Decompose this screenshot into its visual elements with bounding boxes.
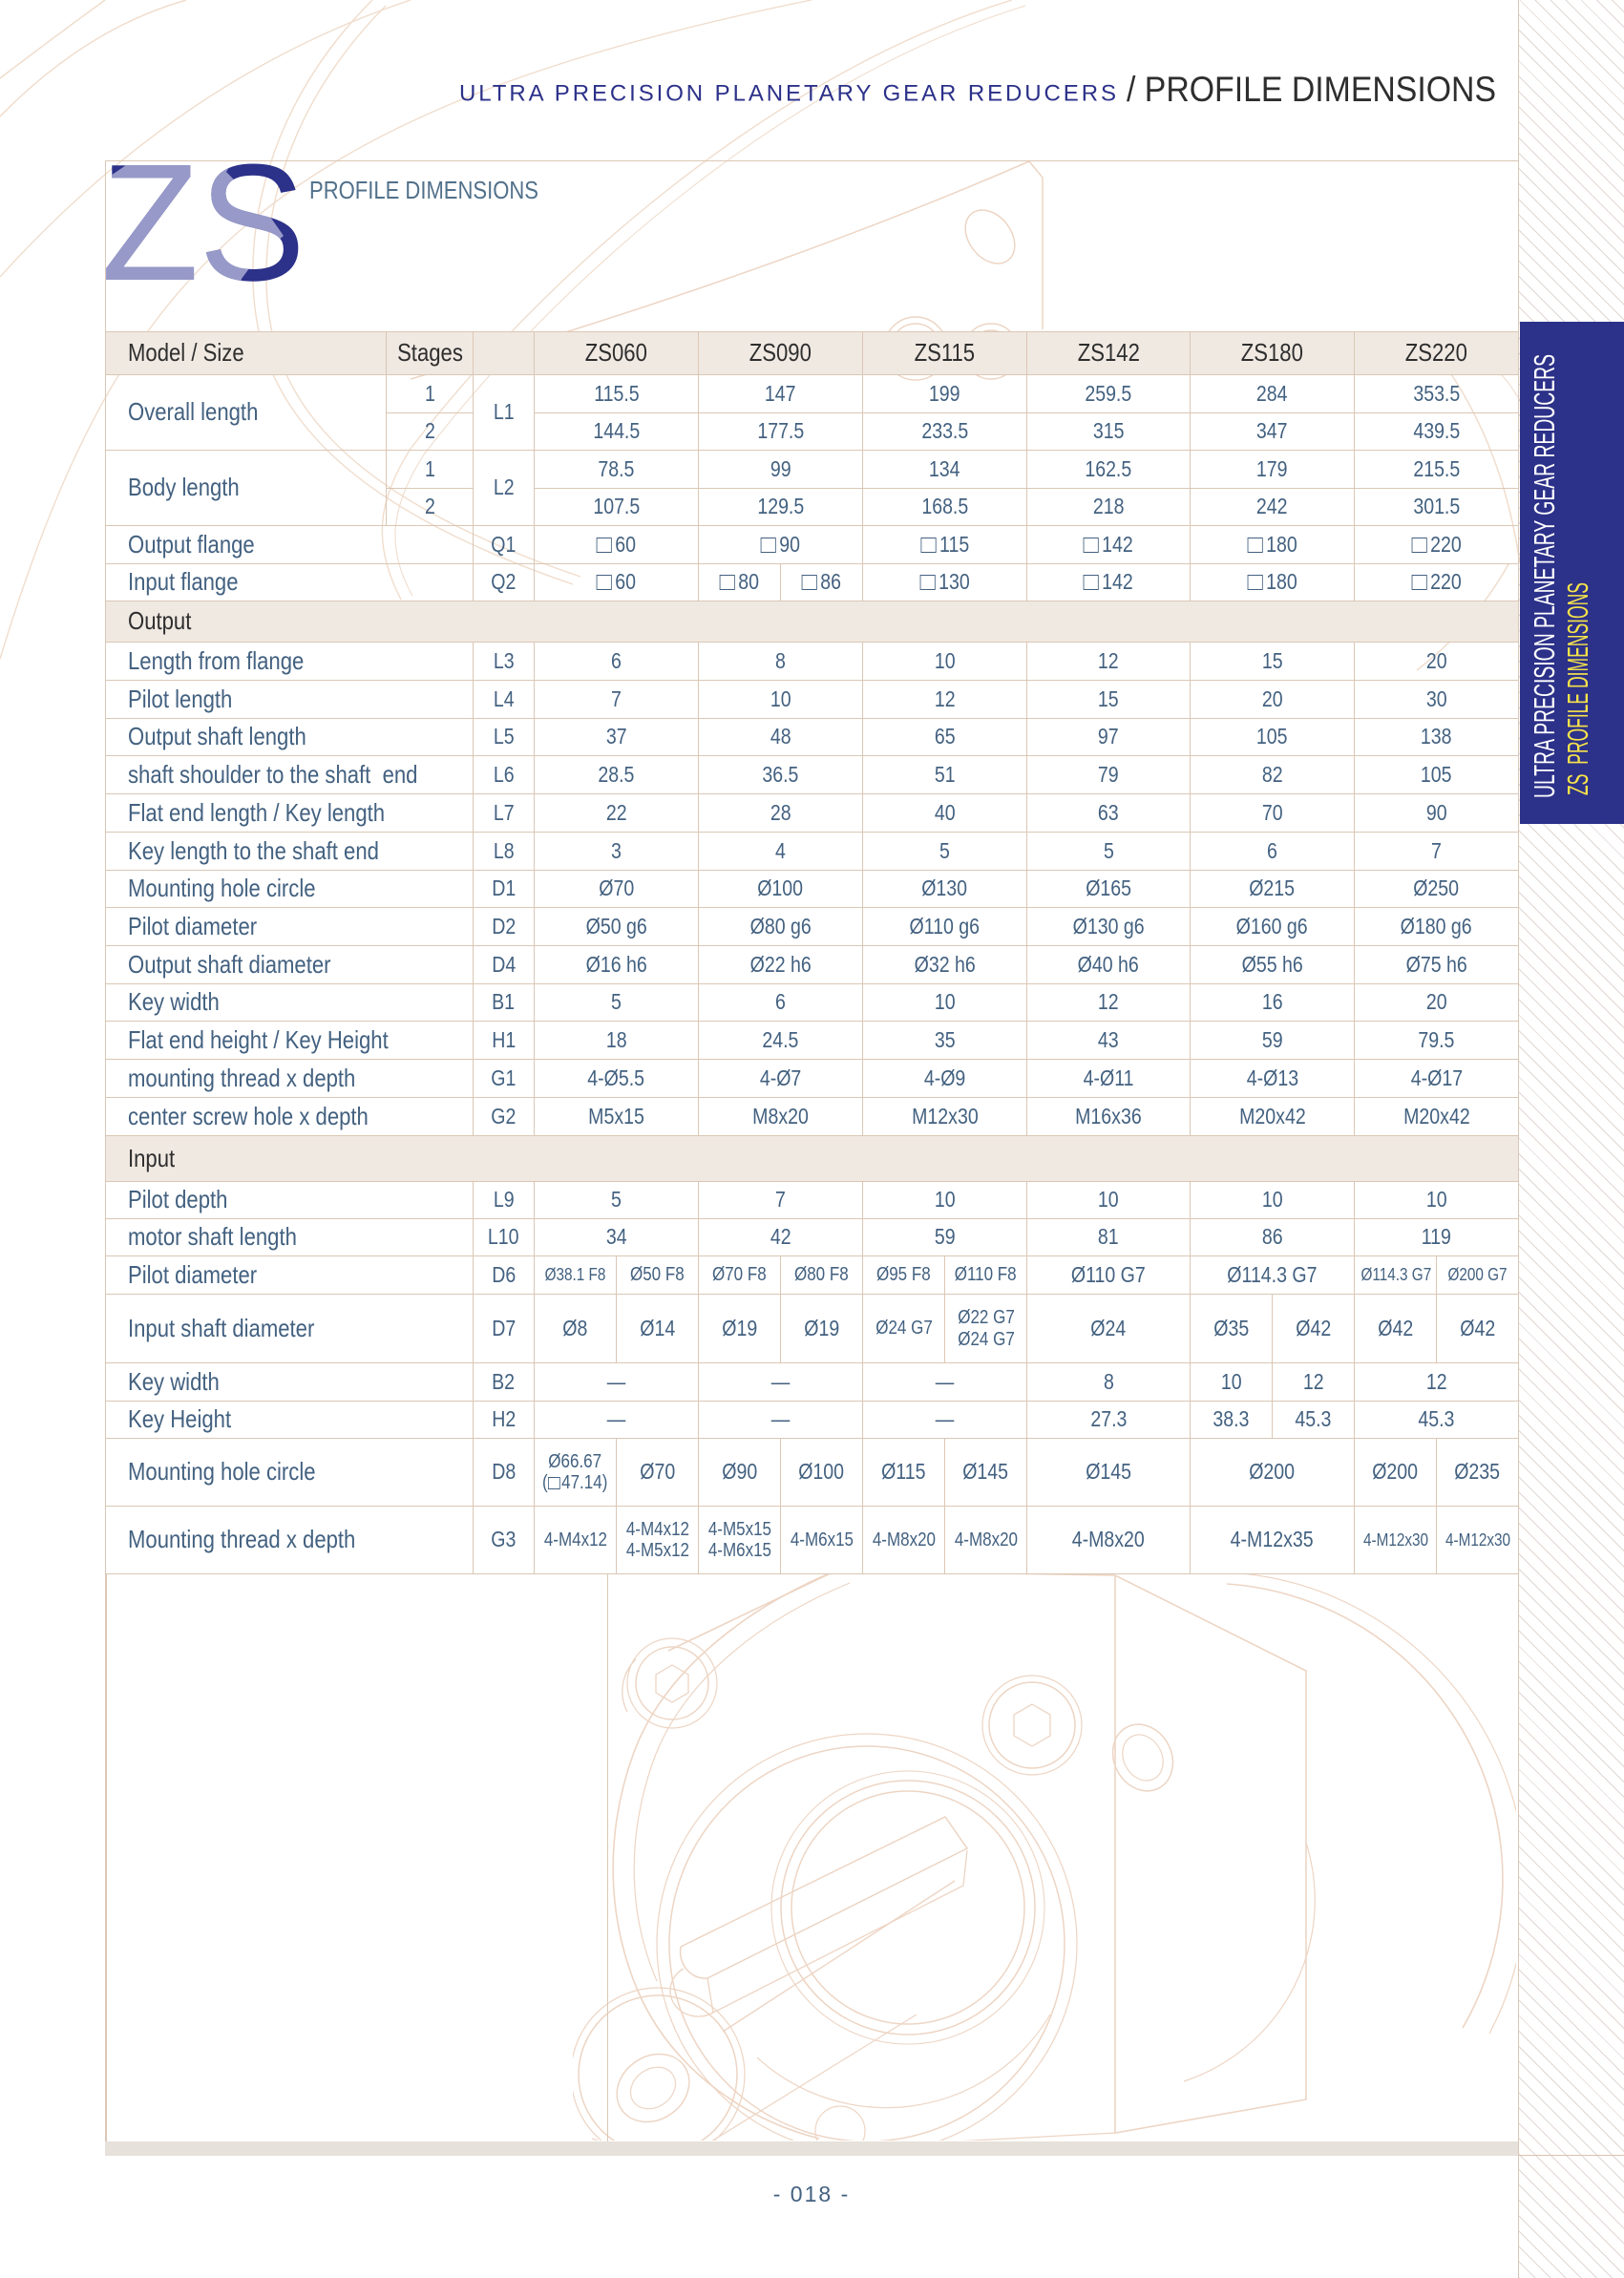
svg-text:ZS PROFILE DIMENSIONS: ZS PROFILE DIMENSIONS	[1561, 582, 1594, 795]
svg-text:/ PROFILE DIMENSIONS: / PROFILE DIMENSIONS	[1127, 70, 1496, 109]
svg-text:ZS: ZS	[101, 129, 306, 315]
svg-text:ULTRA PRECISION PLANETARY GEAR: ULTRA PRECISION PLANETARY GEAR REDUCERS	[1528, 354, 1561, 798]
svg-text:PROFILE DIMENSIONS: PROFILE DIMENSIONS	[309, 178, 538, 204]
svg-text:ULTRA PRECISION PLANETARY GEAR: ULTRA PRECISION PLANETARY GEAR REDUCERS	[459, 81, 1116, 107]
